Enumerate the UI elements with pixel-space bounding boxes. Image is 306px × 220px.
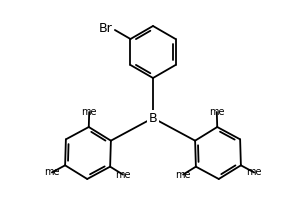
Text: Br: Br — [99, 22, 113, 35]
Text: me: me — [81, 107, 97, 117]
Text: me: me — [246, 167, 262, 178]
Text: me: me — [175, 170, 191, 180]
Text: B: B — [149, 112, 157, 125]
Text: me: me — [115, 170, 131, 180]
Text: me: me — [209, 107, 225, 117]
Text: me: me — [44, 167, 60, 178]
